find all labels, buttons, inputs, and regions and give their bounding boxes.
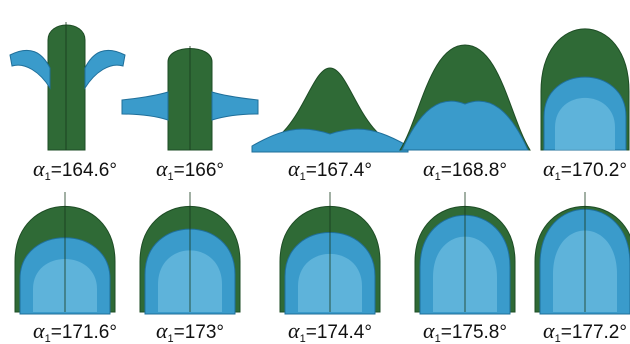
label-value: =164.6° — [51, 160, 117, 181]
panel-label: α1=171.6° — [33, 318, 117, 344]
label-value: =168.8° — [441, 160, 507, 181]
label-value: =175.8° — [441, 322, 507, 343]
panel-label: α1=167.4° — [288, 156, 372, 183]
label-symbol: α — [423, 318, 435, 343]
label-symbol: α — [156, 318, 168, 343]
panel-label: α1=170.2° — [543, 156, 627, 183]
label-value: =170.2° — [561, 160, 627, 181]
label-symbol: α — [543, 318, 555, 343]
panel-label: α1=174.4° — [288, 318, 372, 344]
label-value: =171.6° — [51, 322, 117, 343]
label-symbol: α — [33, 318, 45, 343]
label-symbol: α — [423, 156, 435, 181]
highlight — [555, 98, 615, 150]
panel-label: α1=175.8° — [423, 318, 507, 344]
panel-label: α1=164.6° — [33, 156, 117, 183]
label-symbol: α — [288, 156, 300, 181]
panel-label: α1=173° — [156, 318, 224, 344]
label-symbol: α — [288, 318, 300, 343]
label-value: =177.2° — [561, 322, 627, 343]
label-value: =166° — [174, 160, 224, 181]
label-symbol: α — [156, 156, 168, 181]
label-value: =174.4° — [306, 322, 372, 343]
panel-label: α1=166° — [156, 156, 224, 183]
label-symbol: α — [33, 156, 45, 181]
figure: α1=164.6° α1=166° α1=167.4° α1=168.8° α1=170… — [0, 0, 630, 344]
label-value: =173° — [174, 322, 224, 343]
label-symbol: α — [543, 156, 555, 181]
label-value: =167.4° — [306, 160, 372, 181]
panel-label: α1=168.8° — [423, 156, 507, 183]
panel-label: α1=177.2° — [543, 318, 627, 344]
shape-outer — [48, 25, 85, 150]
